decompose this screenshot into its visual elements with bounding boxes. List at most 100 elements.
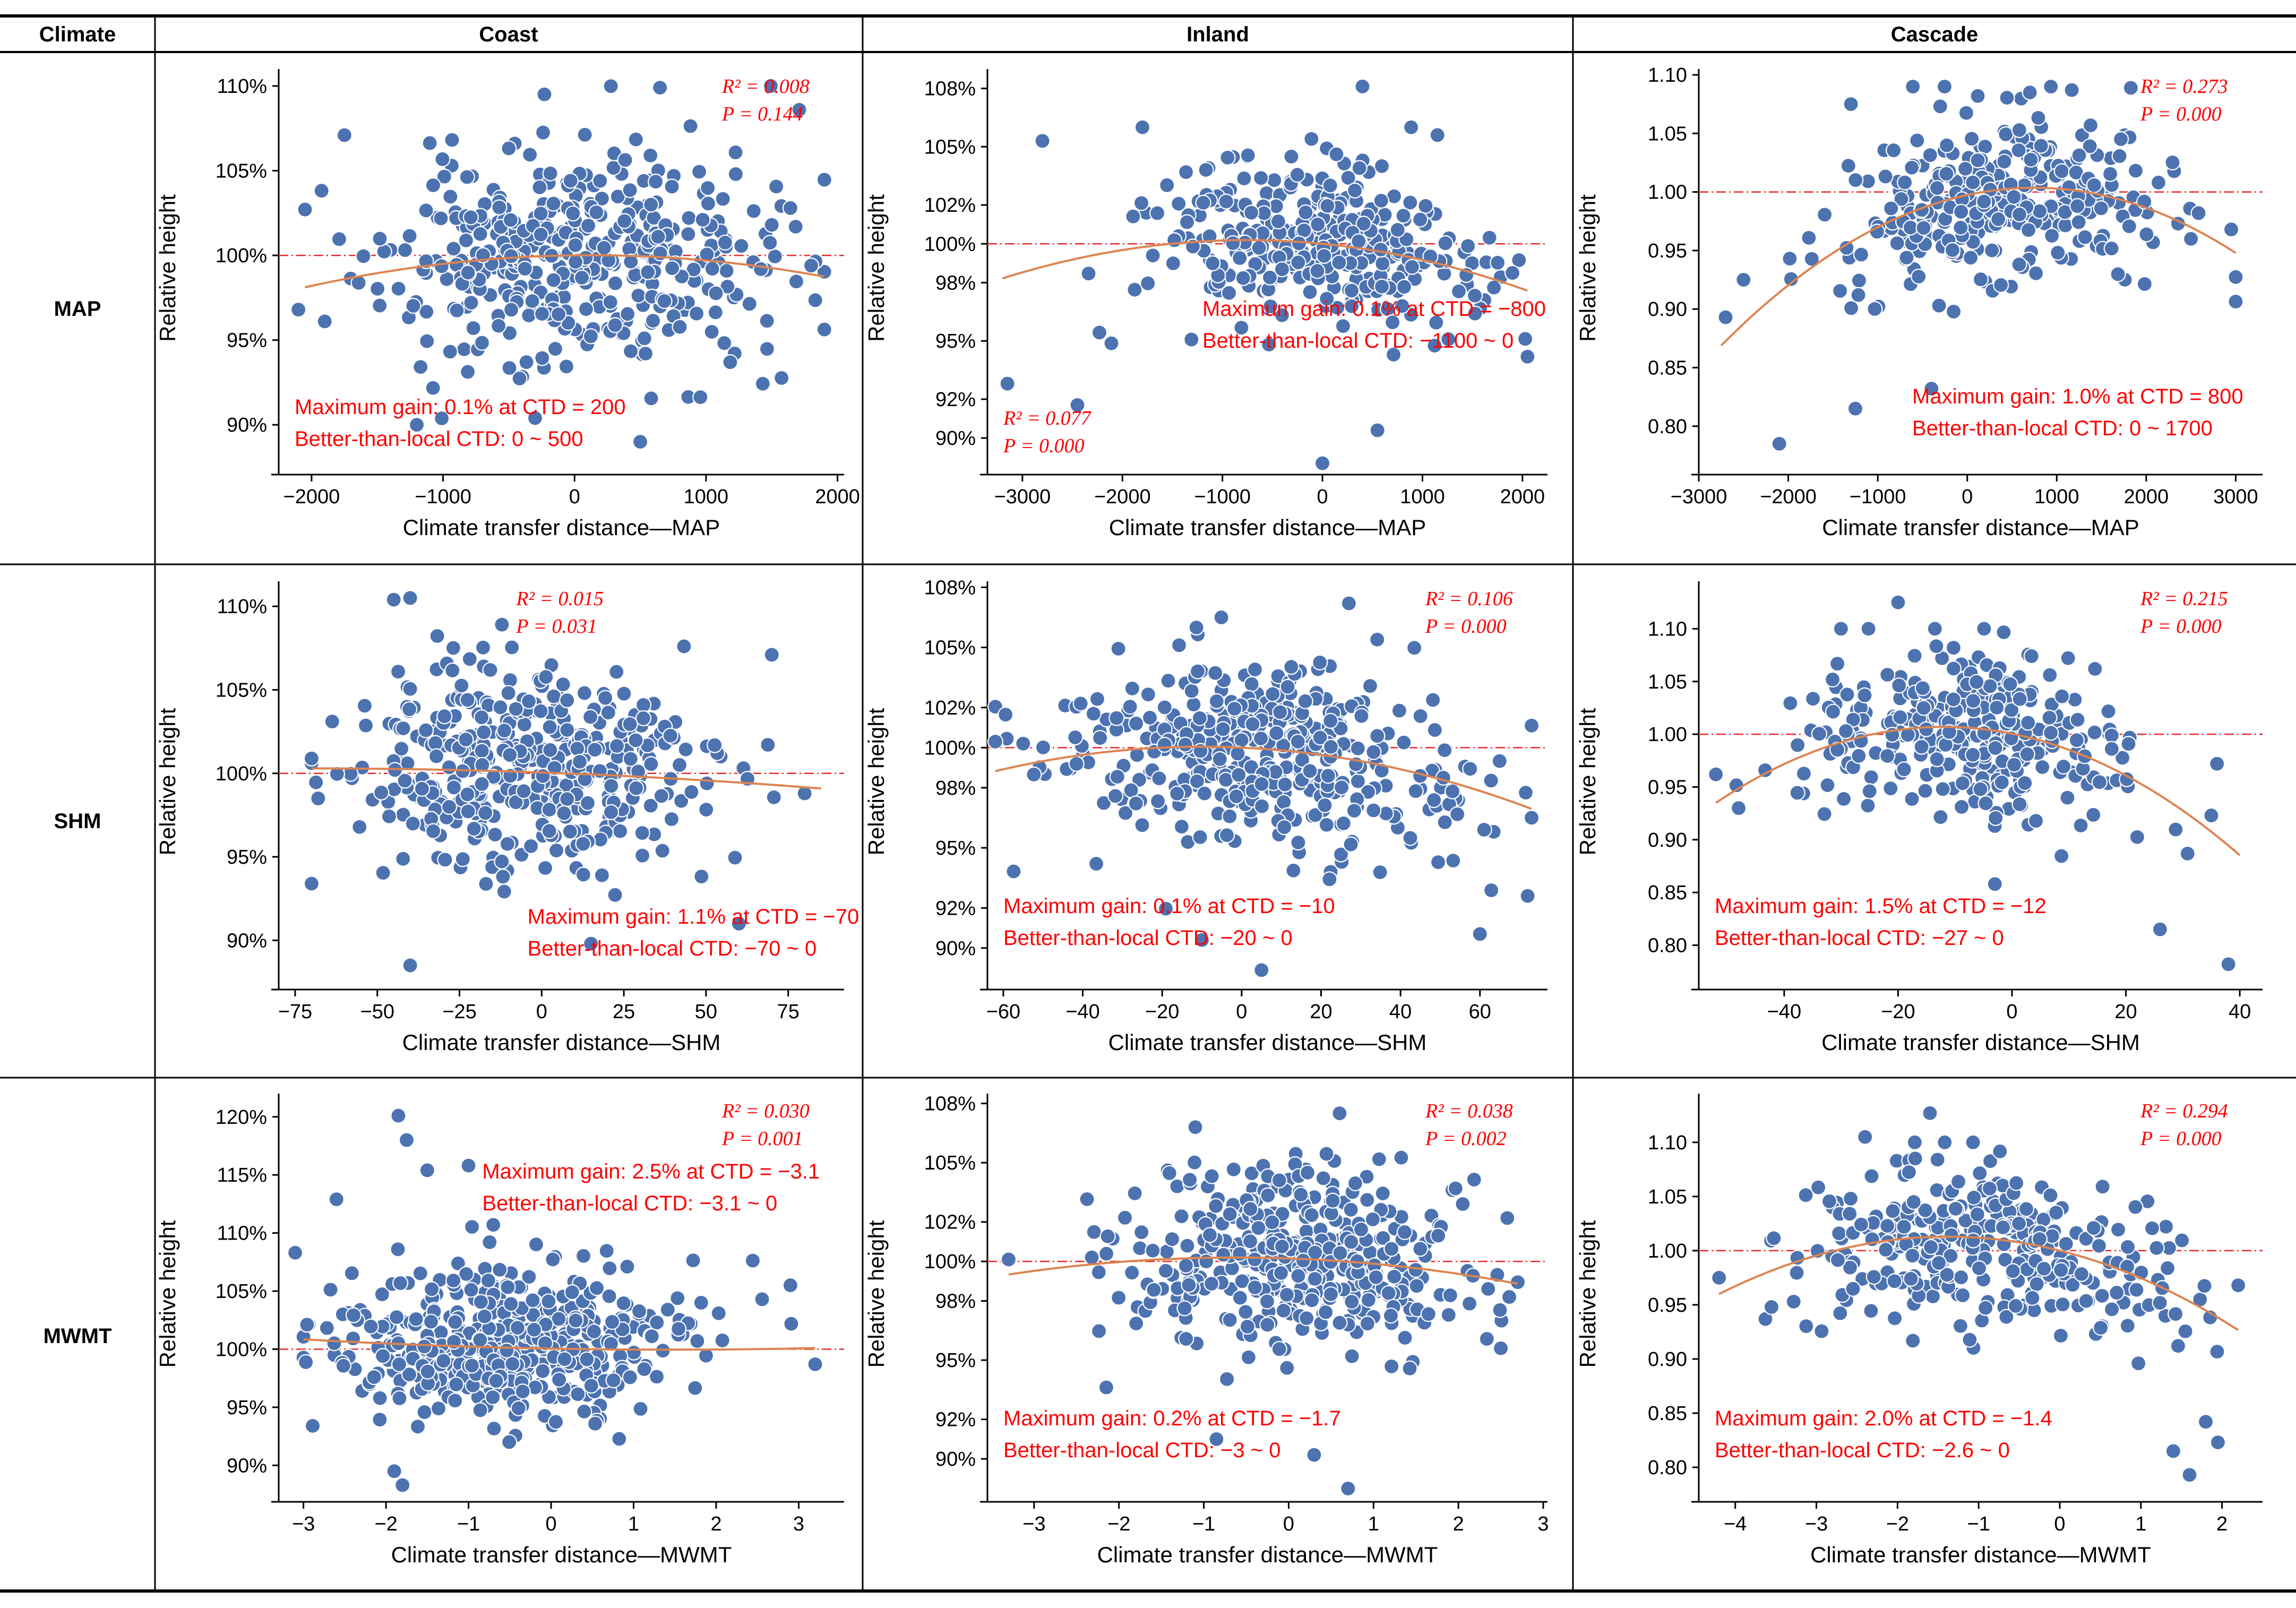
scatter-point xyxy=(1393,1149,1409,1166)
scatter-point xyxy=(524,293,540,309)
scatter-point xyxy=(1969,1206,1985,1223)
scatter-point xyxy=(1915,700,1932,716)
scatter-point xyxy=(2103,240,2120,257)
x-tick-label: 0 xyxy=(2054,1513,2065,1535)
scatter-points xyxy=(999,78,1536,471)
scatter-point xyxy=(671,756,688,773)
scatter-point xyxy=(2119,1318,2136,1334)
y-tick-label: 90% xyxy=(227,414,267,436)
x-tick-label: 0 xyxy=(569,486,580,508)
r-squared-label: R² = 0.038 xyxy=(1425,1100,1513,1122)
scatter-point xyxy=(2043,725,2059,741)
x-tick-label: −2000 xyxy=(1760,486,1817,508)
scatter-point xyxy=(2022,84,2038,101)
scatter-point xyxy=(1460,238,1476,254)
scatter-point xyxy=(622,1369,638,1386)
r-squared-label: R² = 0.077 xyxy=(1003,407,1092,429)
scatter-point xyxy=(567,1312,584,1329)
scatter-point xyxy=(1785,1293,1802,1310)
scatter-point xyxy=(652,80,668,96)
scatter-point xyxy=(575,836,591,852)
scatter-point xyxy=(442,188,459,205)
scatter-point xyxy=(1904,790,1920,807)
p-value-label: P = 0.000 xyxy=(1003,435,1085,457)
scatter-point xyxy=(1272,704,1288,720)
scatter-point xyxy=(2078,1293,2094,1309)
scatter-point xyxy=(2179,845,2196,862)
better-than-local-label: Better-than-local CTD: −2.6 ~ 0 xyxy=(1715,1439,2010,1462)
scatter-point xyxy=(816,171,832,188)
x-tick-label: 2000 xyxy=(815,486,860,508)
y-tick-label: 92% xyxy=(935,1409,976,1431)
scatter-point xyxy=(1015,735,1031,752)
scatter-point xyxy=(622,716,638,733)
scatter-point xyxy=(681,210,697,226)
scatter-point xyxy=(1801,229,1817,246)
scatter-point xyxy=(1340,169,1356,186)
scatter-point xyxy=(2170,1338,2187,1354)
scatter-point xyxy=(472,226,488,242)
scatter-point xyxy=(1996,624,2012,641)
scatter-point xyxy=(1825,671,1841,688)
scatter-point xyxy=(597,690,614,706)
scatter-point xyxy=(693,1294,709,1311)
scatter-point xyxy=(2196,1278,2213,1294)
scatter-point xyxy=(1861,783,1878,799)
scatter-point xyxy=(783,1315,799,1332)
scatter-point xyxy=(2085,806,2102,823)
scatter-point xyxy=(2230,1277,2247,1294)
y-tick-label: 102% xyxy=(924,194,976,217)
scatter-point xyxy=(485,1217,502,1233)
scatter-point xyxy=(1303,1207,1320,1224)
scatter-point xyxy=(1977,139,1993,155)
scatter-point xyxy=(1892,709,1908,726)
scatter-point xyxy=(1945,640,1962,656)
scatter-point xyxy=(436,168,453,185)
scatter-point xyxy=(1252,730,1269,747)
scatter-point xyxy=(1141,709,1158,726)
scatter-point xyxy=(1905,1194,1922,1210)
scatter-point xyxy=(2011,122,2027,139)
scatter-point xyxy=(1887,1310,1903,1327)
scatter-point xyxy=(635,710,652,727)
scatter-point xyxy=(2138,226,2155,243)
scatter-point xyxy=(2068,732,2085,749)
scatter-point xyxy=(1177,736,1193,753)
scatter-point xyxy=(1923,1239,1939,1256)
x-tick-label: −2 xyxy=(374,1513,397,1535)
scatter-point xyxy=(532,703,549,719)
scatter-point xyxy=(1977,795,1994,812)
scatter-point xyxy=(710,1305,727,1321)
scatter-point xyxy=(1193,932,1210,948)
scatter-point xyxy=(1222,1312,1238,1328)
scatter-point xyxy=(551,1371,567,1388)
scatter-point xyxy=(763,647,780,663)
scatter-point xyxy=(1931,297,1947,314)
scatter-point xyxy=(1364,1211,1381,1228)
scatter-point xyxy=(502,746,518,763)
scatter-point xyxy=(535,1363,551,1379)
scatter-point xyxy=(390,1241,406,1258)
scatter-point xyxy=(2103,727,2120,744)
scatter-point xyxy=(1958,105,1974,121)
scatter-point xyxy=(1735,271,1752,288)
scatter-point xyxy=(355,248,372,264)
scatter-point xyxy=(631,1303,648,1319)
scatter-point xyxy=(2128,1282,2145,1298)
scatter-point xyxy=(1178,1330,1194,1347)
scatter-point xyxy=(1362,678,1379,694)
y-tick-label: 95% xyxy=(935,1349,976,1372)
scatter-point xyxy=(604,1313,621,1330)
scatter-point xyxy=(1099,1228,1116,1244)
scatter-point xyxy=(531,179,548,195)
scatter-point xyxy=(816,321,832,338)
scatter-point xyxy=(653,788,669,804)
scatter-point xyxy=(1992,1143,2008,1159)
scatter-point xyxy=(744,1252,761,1269)
scatter-point xyxy=(363,1318,379,1335)
scatter-point xyxy=(460,1157,477,1174)
scatter-point xyxy=(575,866,591,883)
scatter-point xyxy=(559,692,575,709)
scatter-point xyxy=(1244,716,1261,733)
scatter-point xyxy=(623,343,639,359)
